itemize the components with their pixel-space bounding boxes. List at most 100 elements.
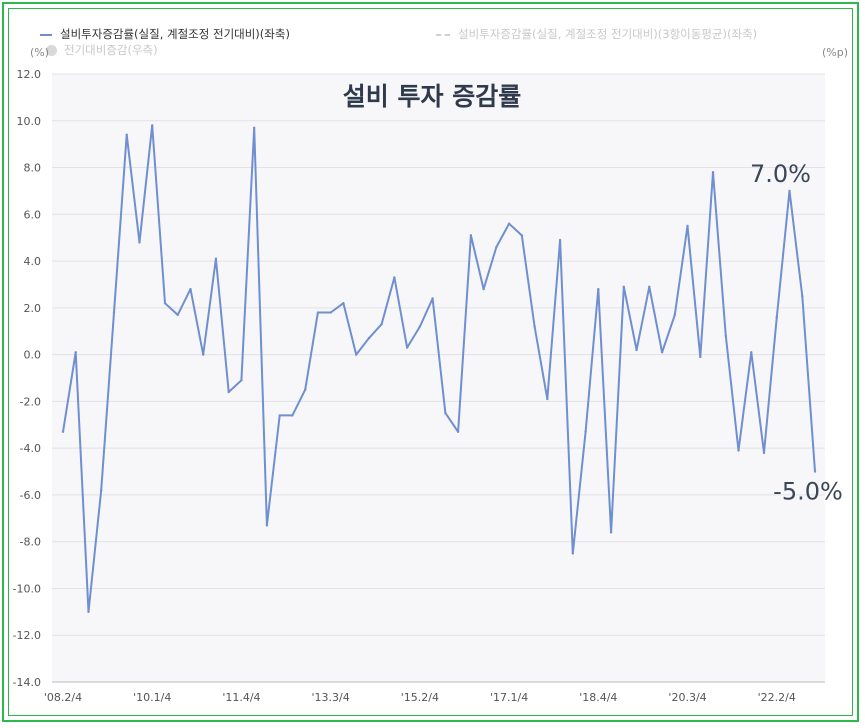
legend-item-moving-average[interactable]: 설비투자증감률(실질, 계절조정 전기대비)(3항이동평균)(좌축) bbox=[436, 26, 757, 42]
x-tick-label: '13.3/4 bbox=[312, 691, 350, 704]
annotation-last-high: 7.0% bbox=[750, 160, 811, 188]
data-point bbox=[635, 348, 638, 352]
legend-label-moving-average: 설비투자증감률(실질, 계절조정 전기대비)(3항이동평균)(좌축) bbox=[458, 27, 758, 41]
data-point bbox=[750, 351, 753, 354]
data-point bbox=[648, 285, 651, 288]
plot-area bbox=[52, 74, 825, 682]
data-point bbox=[597, 287, 600, 291]
legend-label-series: 설비투자증감률(실질, 계절조정 전기대비)(좌축) bbox=[60, 27, 290, 41]
data-point bbox=[673, 313, 676, 317]
x-tick-label: '08.2/4 bbox=[44, 691, 82, 704]
data-point bbox=[584, 430, 587, 433]
data-point bbox=[354, 353, 358, 356]
data-point bbox=[278, 414, 281, 417]
annotation-last-value: -5.0% bbox=[773, 478, 843, 506]
grid-lines bbox=[52, 73, 825, 683]
x-tick-label: '11.4/4 bbox=[222, 691, 260, 704]
data-point bbox=[61, 430, 65, 433]
data-point bbox=[316, 311, 320, 314]
y-tick-label: 4.0 bbox=[24, 255, 42, 268]
data-point bbox=[291, 414, 294, 417]
data-point bbox=[456, 430, 460, 433]
data-point bbox=[507, 222, 511, 225]
data-point bbox=[303, 388, 307, 391]
data-point bbox=[813, 470, 817, 473]
data-point bbox=[660, 351, 664, 354]
data-point bbox=[240, 379, 243, 382]
legend-label-change: 전기대비증감(우측) bbox=[64, 43, 158, 57]
y-tick-label: 0.0 bbox=[24, 349, 42, 362]
data-point bbox=[558, 238, 562, 242]
y-tick-label: -6.0 bbox=[20, 489, 41, 502]
data-point bbox=[329, 311, 332, 314]
data-point bbox=[125, 133, 128, 136]
data-point bbox=[418, 325, 422, 328]
chart-title: 설비 투자 증감률 bbox=[343, 82, 521, 111]
data-point bbox=[482, 287, 485, 291]
data-point bbox=[469, 234, 473, 237]
y-tick-label: 10.0 bbox=[17, 115, 42, 128]
legend-item-series[interactable]: 설비투자증감률(실질, 계절조정 전기대비)(좌축) bbox=[40, 26, 290, 42]
series-group bbox=[61, 124, 817, 614]
y-tick-label: -8.0 bbox=[20, 536, 41, 549]
data-point bbox=[571, 552, 575, 555]
data-point bbox=[393, 276, 396, 279]
data-point bbox=[214, 257, 218, 260]
data-point bbox=[163, 301, 167, 305]
data-point bbox=[622, 285, 626, 288]
x-tick-label: '20.3/4 bbox=[668, 691, 706, 704]
y-tick-label: 6.0 bbox=[24, 208, 42, 221]
legend: 설비투자증감률(실질, 계절조정 전기대비)(좌축) 설비투자증감률(실질, 계… bbox=[40, 26, 840, 60]
data-point bbox=[431, 297, 434, 300]
data-point bbox=[737, 449, 740, 452]
data-point bbox=[533, 325, 536, 328]
data-point bbox=[202, 353, 205, 356]
data-point bbox=[112, 311, 116, 314]
chart-frame bbox=[2, 2, 859, 722]
data-point bbox=[699, 355, 702, 359]
data-point bbox=[342, 301, 345, 305]
data-point bbox=[609, 531, 613, 534]
data-point bbox=[405, 346, 409, 349]
data-point bbox=[100, 489, 103, 492]
data-point bbox=[762, 451, 766, 455]
left-axis-unit: (%) bbox=[30, 46, 50, 59]
y-axis-ticks: 12.0 10.0 8.0 6.0 4.0 2.0 0.0 -2.0 -4.0 -6.0 -8.0 -… bbox=[13, 68, 41, 689]
data-point bbox=[711, 171, 715, 174]
legend-dot-swatch bbox=[46, 45, 57, 56]
x-tick-label: '18.4/4 bbox=[579, 691, 617, 704]
y-tick-label: -12.0 bbox=[13, 629, 41, 642]
data-point bbox=[189, 287, 192, 291]
y-tick-label: 2.0 bbox=[24, 302, 42, 315]
data-point bbox=[495, 245, 498, 249]
data-point bbox=[74, 351, 77, 354]
data-point bbox=[176, 313, 179, 317]
data-point bbox=[801, 294, 804, 298]
legend-item-change[interactable]: 전기대비증감(우측) bbox=[46, 42, 158, 58]
data-point bbox=[380, 323, 383, 326]
data-point bbox=[252, 126, 256, 129]
data-point bbox=[227, 390, 230, 394]
series-line bbox=[62, 124, 816, 613]
data-point bbox=[87, 610, 90, 614]
data-point bbox=[775, 316, 778, 319]
data-point bbox=[367, 337, 371, 340]
right-axis-unit: (%p) bbox=[822, 46, 849, 59]
data-point bbox=[138, 241, 141, 244]
chart-frame-inner bbox=[8, 8, 853, 716]
data-point bbox=[546, 397, 549, 401]
x-tick-label: '10.1/4 bbox=[133, 691, 171, 704]
y-tick-label: -10.0 bbox=[13, 582, 41, 595]
y-tick-label: -4.0 bbox=[20, 442, 41, 455]
data-point bbox=[520, 234, 524, 237]
x-tick-label: '22.2/4 bbox=[758, 691, 796, 704]
y-tick-label: -2.0 bbox=[20, 395, 41, 408]
x-axis-ticks: '08.2/4 '10.1/4 '11.4/4 '13.3/4 '15.2/4 '17.1… bbox=[44, 691, 796, 704]
data-point bbox=[265, 524, 269, 527]
legend-line-swatch bbox=[40, 33, 52, 36]
y-tick-label: -14.0 bbox=[13, 676, 41, 689]
data-point bbox=[724, 334, 727, 338]
x-tick-label: '17.1/4 bbox=[490, 691, 528, 704]
annotations: 7.0% -5.0% bbox=[750, 160, 843, 506]
